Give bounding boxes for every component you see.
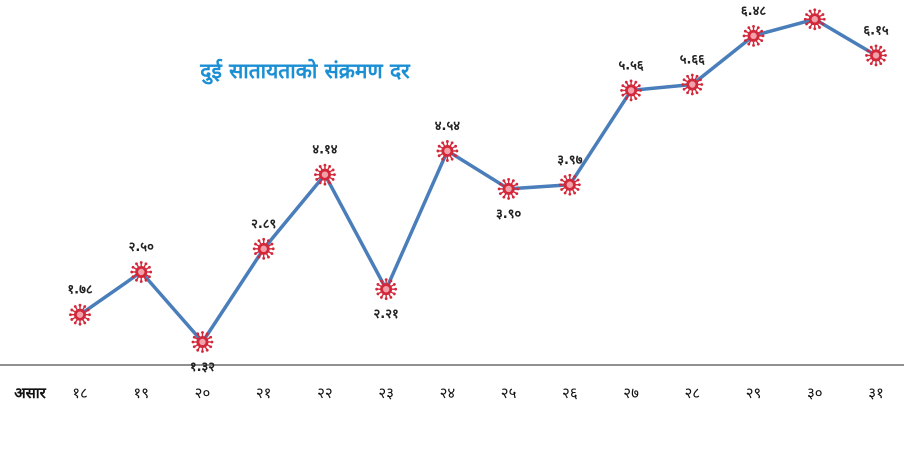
- data-label-7: ३.९०: [496, 207, 521, 222]
- data-label-9: ५.५६: [618, 58, 643, 73]
- series-line: [78, 17, 877, 344]
- x-tick-label-5: २३: [378, 384, 394, 402]
- data-point-7: [497, 178, 520, 200]
- x-tick-label-10: २८: [685, 384, 701, 402]
- data-point-0: [69, 303, 91, 326]
- data-label-12: ६.७६: [802, 0, 827, 2]
- x-tick-label-1: १९: [133, 384, 149, 402]
- x-tick-label-13: ३१: [868, 384, 884, 402]
- data-label-3: २.८९: [251, 217, 276, 232]
- x-ticks: १८ १९ २० २१ २२ २३ २४ २५ २६ २७ २८ २९ ३० ३१: [72, 384, 884, 402]
- data-label-6: ४.५४: [435, 119, 460, 134]
- data-label-2: १.३२: [190, 360, 215, 375]
- data-label-8: ३.९७: [557, 153, 582, 168]
- x-tick-label-3: २१: [256, 384, 272, 402]
- data-point-8: [558, 173, 581, 196]
- data-point-10: [681, 73, 704, 96]
- data-label-5: २.२१: [374, 307, 399, 322]
- series-group: १.७८ २.५० १.३२ २.८९ ४.१४ २.२१ ४.५४ ३.९० ३.९७ ५.५६…: [67, 0, 888, 375]
- data-point-4: [314, 163, 336, 186]
- data-point-3: [252, 237, 275, 260]
- data-point-6: [436, 140, 459, 162]
- x-tick-label-7: २५: [501, 384, 517, 402]
- x-tick-label-4: २२: [317, 384, 333, 402]
- data-label-4: ४.१४: [312, 143, 337, 158]
- x-tick-label-12: ३०: [807, 384, 823, 402]
- chart-title: दुई सातायताको संक्रमण दर: [199, 58, 411, 85]
- data-point-12: [803, 8, 826, 31]
- data-label-13: ६.१५: [863, 23, 888, 38]
- x-tick-label-0: १८: [72, 384, 88, 402]
- data-point-13: [865, 44, 887, 67]
- x-tick-label-9: २७: [623, 384, 639, 402]
- data-point-11: [742, 24, 765, 47]
- data-point-9: [620, 79, 642, 102]
- data-point-2: [191, 331, 214, 353]
- data-point-1: [130, 261, 153, 283]
- x-tick-label-6: २४: [440, 384, 456, 402]
- data-label-10: ५.६६: [680, 52, 705, 67]
- data-label-0: १.७८: [67, 283, 92, 298]
- x-tick-label-8: २६: [562, 384, 578, 402]
- x-axis-title: असार: [14, 384, 46, 402]
- data-label-11: ६.४८: [741, 4, 766, 19]
- x-tick-label-2: २०: [195, 384, 211, 402]
- data-label-1: २.५०: [129, 240, 154, 255]
- data-point-5: [375, 278, 398, 301]
- x-tick-label-11: २९: [746, 384, 762, 402]
